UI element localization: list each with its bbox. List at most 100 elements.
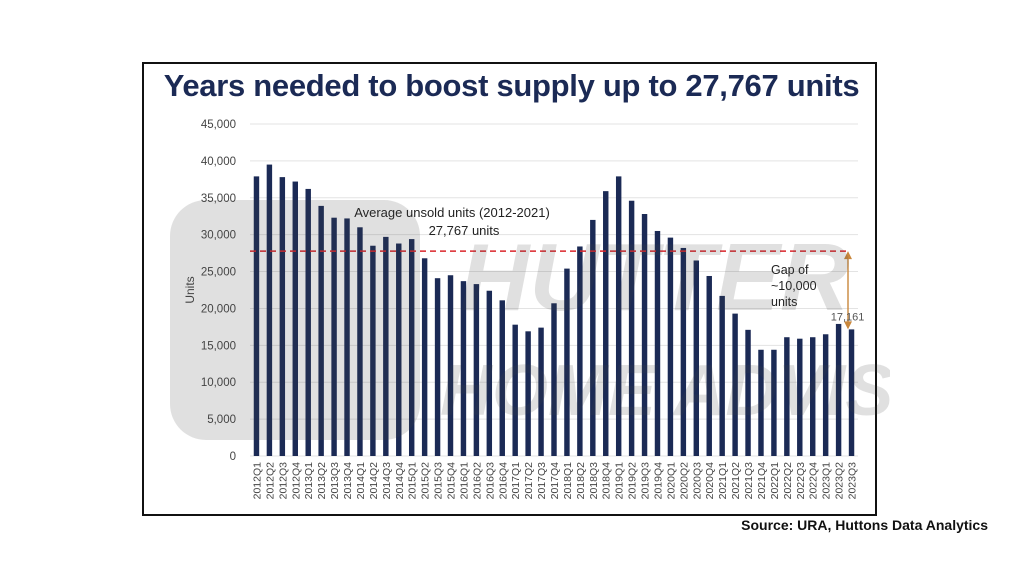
bar bbox=[641, 214, 648, 456]
bar bbox=[318, 205, 324, 456]
bar bbox=[408, 239, 415, 456]
bar bbox=[758, 349, 764, 456]
bar bbox=[460, 281, 467, 456]
x-tick-label: 2015Q4 bbox=[446, 462, 458, 500]
y-tick-label: 25,000 bbox=[201, 267, 236, 279]
x-tick-label: 2022Q4 bbox=[808, 462, 820, 500]
bar bbox=[848, 329, 855, 456]
bar bbox=[719, 295, 725, 456]
bar bbox=[577, 246, 583, 456]
x-tick-label: 2012Q1 bbox=[251, 462, 263, 500]
x-tick-label: 2021Q1 bbox=[717, 462, 729, 500]
x-tick-label: 2023Q1 bbox=[821, 462, 833, 500]
x-tick-label: 2018Q1 bbox=[562, 462, 574, 500]
y-tick-label: 5,000 bbox=[207, 414, 236, 426]
x-tick-label: 2015Q3 bbox=[433, 462, 445, 500]
x-tick-label: 2017Q1 bbox=[510, 462, 522, 500]
bar bbox=[628, 200, 635, 456]
x-tick-label: 2016Q2 bbox=[471, 462, 483, 500]
x-tick-label: 2022Q1 bbox=[769, 462, 781, 500]
bar bbox=[745, 329, 751, 456]
x-tick-label: 2013Q3 bbox=[329, 462, 341, 500]
bar bbox=[512, 324, 518, 456]
bar bbox=[771, 349, 777, 456]
x-tick-label: 2022Q2 bbox=[782, 462, 794, 500]
bar bbox=[292, 181, 298, 456]
bar bbox=[680, 247, 687, 456]
x-tick-label: 2023Q3 bbox=[847, 462, 859, 500]
bar bbox=[344, 218, 350, 456]
bar bbox=[615, 176, 622, 456]
gap-arrow-head-bottom bbox=[844, 321, 852, 330]
x-tick-label: 2013Q1 bbox=[303, 462, 315, 500]
bar-chart: 0 5,000 10,000 15,000 20,000 25,000 30,000 35,0… bbox=[183, 119, 865, 500]
bar bbox=[693, 260, 700, 456]
bar bbox=[357, 227, 363, 456]
bar bbox=[797, 338, 803, 456]
x-tick-label: 2018Q4 bbox=[601, 462, 613, 500]
y-tick-label: 35,000 bbox=[201, 193, 236, 205]
bar bbox=[305, 188, 311, 456]
x-tick-label: 2021Q2 bbox=[730, 462, 742, 500]
bar bbox=[810, 337, 816, 456]
x-tick-label: 2014Q4 bbox=[394, 462, 406, 500]
x-tick-label: 2014Q3 bbox=[381, 462, 393, 500]
bar bbox=[370, 245, 376, 456]
x-tick-label: 2012Q4 bbox=[290, 462, 302, 500]
bar bbox=[525, 331, 531, 456]
source-note: Source: URA, Huttons Data Analytics bbox=[741, 517, 988, 533]
x-tick-label: 2019Q3 bbox=[640, 462, 652, 500]
x-tick-label: 2022Q3 bbox=[795, 462, 807, 500]
x-tick-label: 2019Q4 bbox=[652, 462, 664, 500]
bar bbox=[266, 164, 273, 457]
average-label-line2: 27,767 units bbox=[429, 223, 500, 238]
x-tick-label: 2021Q4 bbox=[756, 462, 768, 500]
data-label: 17,161 bbox=[831, 311, 865, 323]
gap-arrow-head-top bbox=[844, 251, 852, 260]
average-label-line1: Average unsold units (2012-2021) bbox=[354, 205, 550, 220]
x-tick-label: 2014Q2 bbox=[368, 462, 380, 500]
x-tick-label: 2017Q3 bbox=[536, 462, 548, 500]
bar bbox=[538, 327, 544, 456]
x-tick-label: 2020Q1 bbox=[665, 462, 677, 500]
y-tick-label: 20,000 bbox=[201, 303, 236, 315]
bar bbox=[473, 284, 480, 456]
bar bbox=[499, 300, 505, 456]
x-tick-label: 2018Q3 bbox=[588, 462, 600, 500]
x-tick-label: 2015Q2 bbox=[420, 462, 432, 500]
x-tick-label: 2023Q2 bbox=[834, 462, 846, 500]
bar bbox=[253, 176, 260, 456]
gap-label-line1: Gap of bbox=[771, 263, 809, 277]
bar bbox=[564, 268, 570, 456]
x-tick-label: 2012Q3 bbox=[277, 462, 289, 500]
bar bbox=[835, 323, 842, 456]
x-tick-label: 2019Q1 bbox=[614, 462, 626, 500]
bar bbox=[421, 258, 428, 456]
x-tick-label: 2017Q4 bbox=[549, 462, 561, 500]
x-tick-label: 2018Q2 bbox=[575, 462, 587, 500]
x-tick-label: 2016Q1 bbox=[458, 462, 470, 500]
x-tick-label: 2016Q4 bbox=[497, 462, 509, 500]
bar bbox=[383, 236, 389, 456]
bar bbox=[396, 243, 402, 456]
bar bbox=[331, 217, 337, 456]
bar bbox=[822, 334, 829, 456]
x-tick-label: 2019Q2 bbox=[627, 462, 639, 500]
x-tick-label: 2021Q3 bbox=[743, 462, 755, 500]
x-tick-label: 2020Q2 bbox=[678, 462, 690, 500]
x-tick-label: 2020Q4 bbox=[704, 462, 716, 500]
x-tick-label: 2012Q2 bbox=[264, 462, 276, 500]
bar bbox=[434, 278, 441, 456]
y-tick-label: 40,000 bbox=[201, 156, 236, 168]
bar bbox=[590, 219, 596, 456]
y-axis-title: Units bbox=[183, 276, 197, 303]
x-tick-label: 2013Q2 bbox=[316, 462, 328, 500]
x-tick-label: 2016Q3 bbox=[484, 462, 496, 500]
bar bbox=[279, 177, 286, 456]
x-tick-label: 2015Q1 bbox=[407, 462, 419, 500]
chart-title: Years needed to boost supply up to 27,76… bbox=[163, 68, 860, 103]
x-tick-label: 2017Q2 bbox=[523, 462, 535, 500]
bar bbox=[603, 191, 609, 456]
bar bbox=[667, 237, 674, 456]
bar bbox=[447, 275, 454, 456]
